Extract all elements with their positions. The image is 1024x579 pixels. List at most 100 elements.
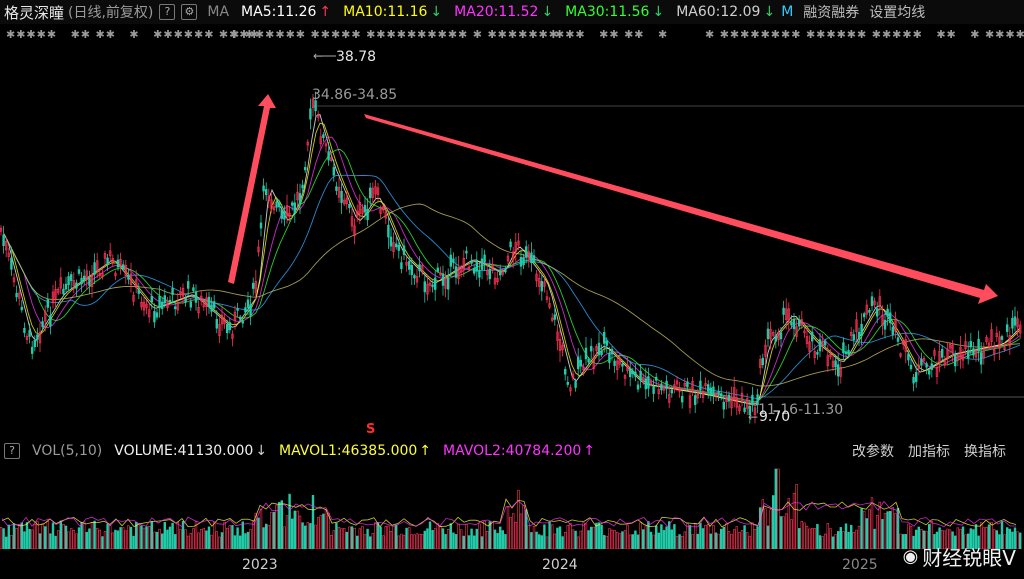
vol-indicator-name[interactable]: VOL(5,10) <box>32 443 103 459</box>
volume-bar <box>454 534 458 549</box>
candle-body <box>823 340 827 346</box>
candle-body <box>558 338 562 351</box>
switch-indicator-button[interactable]: 换指标 <box>964 444 1006 460</box>
volume-bar <box>394 524 398 549</box>
ma-label[interactable]: MA <box>207 4 230 20</box>
volume-bar <box>413 534 416 549</box>
candle-body <box>88 278 91 286</box>
help-icon[interactable]: ? <box>159 4 176 20</box>
candle-body <box>20 306 23 311</box>
ma-item-3[interactable]: MA30:11.56 <box>565 4 650 20</box>
volume-bar <box>51 522 55 549</box>
candle-body <box>634 371 637 377</box>
watermark: ◉ 财经锐眼V <box>903 542 1016 571</box>
volume-bar <box>452 532 455 549</box>
volume-bar <box>795 484 798 549</box>
candle-body <box>961 354 965 361</box>
volume-bar <box>727 531 731 549</box>
volume-bar <box>597 522 601 549</box>
volume-bar <box>610 529 614 549</box>
volume-bar <box>631 534 635 549</box>
volume-bar <box>54 535 57 549</box>
volume-bar <box>446 529 450 549</box>
candle-body <box>1003 347 1006 351</box>
volume-bar <box>83 521 86 549</box>
volume-bar <box>496 533 499 549</box>
candle-body <box>394 243 398 248</box>
ma-item-4[interactable]: MA60:12.09 <box>676 4 761 20</box>
volume-bar <box>0 526 3 549</box>
candle-body <box>150 296 153 303</box>
candle-body <box>142 301 146 311</box>
candle-body <box>1013 316 1017 326</box>
volume-bar <box>64 525 68 549</box>
candle-body <box>1008 335 1012 347</box>
volume-bar <box>290 518 294 549</box>
volume-bar <box>431 530 434 549</box>
volume-bar <box>335 522 338 549</box>
volume-bar <box>142 527 146 549</box>
period-label[interactable]: (日线,前复权) <box>68 5 154 21</box>
candle-body <box>205 297 208 308</box>
volume-bar <box>569 523 572 549</box>
volume-bar <box>62 523 65 549</box>
candle-body <box>704 383 707 387</box>
ma-list: MA5:11.26 ↑ MA10:11.16 ↓ MA20:11.52 ↓ MA30:11.… <box>229 4 775 20</box>
volume-bar <box>306 522 309 549</box>
volume-bar <box>49 533 52 549</box>
candle-body <box>132 294 135 302</box>
volume-bar <box>860 508 863 549</box>
volume-bar <box>158 528 161 549</box>
add-indicator-button[interactable]: 加指标 <box>908 444 950 460</box>
volume-bar <box>813 528 817 549</box>
candle-body <box>894 319 897 332</box>
candle-body <box>995 332 999 337</box>
volume-chart[interactable] <box>0 462 1024 549</box>
volume-bar <box>200 529 203 549</box>
candle-body <box>337 186 341 198</box>
volume-bar <box>826 523 830 549</box>
candle-body <box>457 267 460 279</box>
volume-bar <box>46 521 50 549</box>
volume-bar <box>777 468 780 549</box>
candle-body <box>361 208 364 214</box>
vol-help-icon[interactable]: ? <box>4 443 20 459</box>
volume-bar <box>582 522 585 549</box>
volume-bar <box>602 535 606 549</box>
candle-body <box>155 312 159 318</box>
volume-bar <box>353 527 356 549</box>
candle-body <box>124 264 128 277</box>
candle-body <box>379 208 382 214</box>
volume-bar <box>322 513 325 549</box>
volume-bar <box>41 524 44 549</box>
volume-bar <box>909 525 913 549</box>
candle-body <box>969 341 973 348</box>
candle-body <box>163 295 166 304</box>
candle-body <box>886 308 889 317</box>
volume-bar <box>379 526 382 549</box>
volume-bar <box>738 532 741 549</box>
watermark-text: 财经锐眼V <box>922 546 1016 570</box>
volume-bar <box>90 522 94 549</box>
volume-bar <box>688 525 692 549</box>
margin-trading-button[interactable]: 融资融券 <box>803 5 860 21</box>
candle-body <box>10 257 13 270</box>
gear-icon[interactable]: ⚙ <box>181 4 198 20</box>
candle-body <box>805 336 809 344</box>
volume-bar <box>613 530 616 549</box>
volume-bar <box>790 519 793 549</box>
volume-bar <box>155 531 159 549</box>
settings-ma-button[interactable]: 设置均线 <box>869 5 926 21</box>
candle-body <box>940 348 944 358</box>
volume-bar <box>870 497 874 549</box>
candle-body <box>849 331 853 336</box>
ma-item-2[interactable]: MA20:11.52 <box>454 4 539 20</box>
stock-name[interactable]: 格灵深瞳 <box>4 3 65 22</box>
ma-item-0[interactable]: MA5:11.26 <box>241 4 317 20</box>
candle-body <box>883 319 887 330</box>
ma-item-1[interactable]: MA10:11.16 <box>343 4 428 20</box>
candlestick-chart[interactable]: ← 38.78 34.86-34.85 11.16-11.30 ← 9.70 S <box>0 44 1024 440</box>
sell-marker[interactable]: S <box>366 422 375 437</box>
candle-body <box>70 274 73 281</box>
change-params-button[interactable]: 改参数 <box>852 444 894 460</box>
